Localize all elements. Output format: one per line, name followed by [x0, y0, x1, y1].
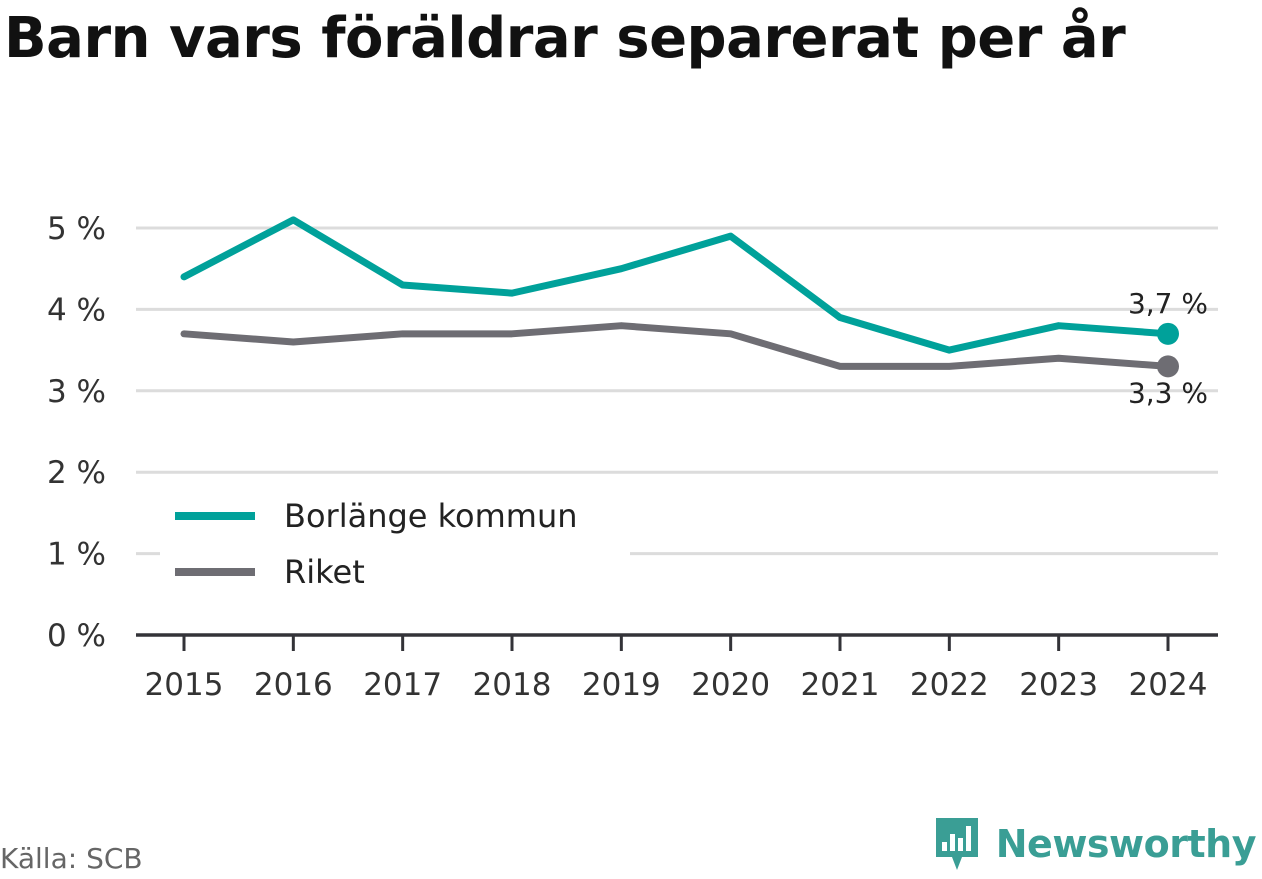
x-tick-label: 2017: [363, 667, 442, 703]
series-line-1: [180, 322, 1172, 370]
end-labels: 3,7 % 3,3 %: [1128, 287, 1208, 410]
brand-logo: Newsworthy: [932, 815, 1257, 873]
x-tick-label: 2021: [801, 667, 880, 703]
x-tick-label: 2018: [473, 667, 552, 703]
y-tick-label: 3 %: [47, 374, 106, 410]
source-note: Källa: SCB: [0, 842, 143, 875]
y-tick-label: 1 %: [47, 537, 106, 573]
legend-background: [160, 540, 630, 560]
y-tick-label: 2 %: [47, 455, 106, 491]
series-end-point-0: [1157, 322, 1179, 345]
legend-label: Riket: [284, 553, 365, 591]
x-tick-label: 2023: [1019, 667, 1098, 703]
legend-label: Borlänge kommun: [284, 497, 578, 535]
x-tick-label: 2019: [582, 667, 661, 703]
y-axis-ticks: 0 % 1 % 2 % 3 % 4 % 5 %: [47, 211, 106, 654]
gridlines: [136, 226, 1218, 560]
series-end-point-1: [1157, 355, 1179, 378]
y-tick-label: 0 %: [47, 618, 106, 654]
x-tick-label: 2016: [254, 667, 333, 703]
legend: Borlänge kommun Riket: [175, 497, 578, 591]
chart-title: Barn vars föräldrar separerat per år: [4, 6, 1126, 71]
series-end-label: 3,3 %: [1128, 376, 1208, 409]
series-line-0: [180, 216, 1172, 354]
x-axis: 2015 2016 2017 2018 2019 2020 2021 2022 2023 2024: [136, 633, 1218, 703]
newsworthy-logo-icon: [935, 818, 978, 870]
series-lines: [180, 216, 1179, 378]
brand-name: Newsworthy: [995, 822, 1257, 866]
y-tick-label: 5 %: [47, 211, 106, 247]
x-tick-label: 2022: [910, 667, 989, 703]
series-end-label: 3,7 %: [1128, 287, 1208, 320]
x-tick-label: 2015: [145, 667, 224, 703]
y-tick-label: 4 %: [47, 292, 106, 328]
x-tick-label: 2020: [691, 667, 770, 703]
x-tick-label: 2024: [1129, 667, 1208, 703]
